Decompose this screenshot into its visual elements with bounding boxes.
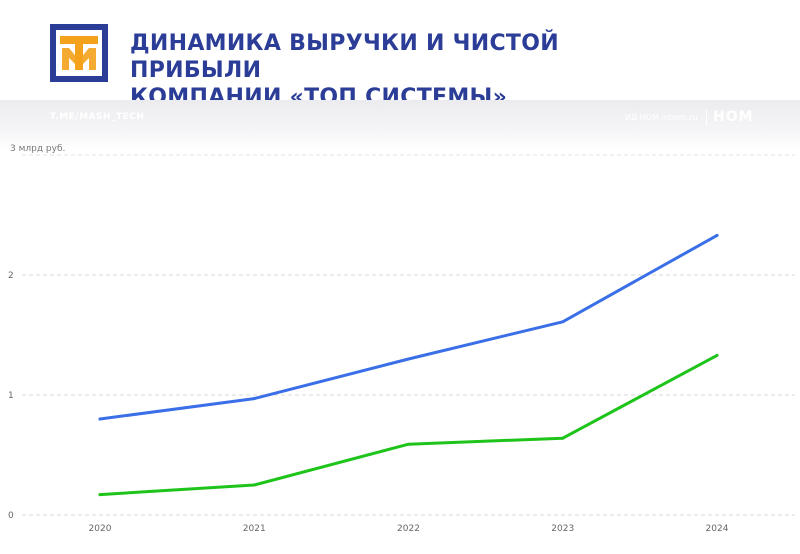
x-tick-label: 2021: [243, 524, 266, 534]
company-logo: [50, 24, 108, 82]
data-point: [98, 493, 102, 497]
x-tick-label: 2024: [706, 524, 729, 534]
x-tick-label: 2023: [551, 524, 574, 534]
data-point: [252, 397, 256, 401]
header: ДИНАМИКА ВЫРУЧКИ И ЧИСТОЙ ПРИБЫЛИ КОМПАН…: [0, 0, 800, 110]
tm-logo-icon: [60, 36, 98, 70]
subheader-band: [0, 100, 800, 150]
data-point: [407, 357, 410, 361]
data-point: [715, 233, 719, 237]
data-point: [98, 417, 102, 421]
brand-logo: НОМ: [713, 109, 754, 125]
logo-frame: [56, 30, 102, 76]
data-point: [407, 442, 410, 446]
x-tick-label: 2022: [397, 524, 420, 534]
x-tick-label: 2020: [89, 524, 112, 534]
series-line-1: [98, 233, 719, 421]
divider: [706, 110, 707, 126]
data-point: [252, 483, 256, 487]
channel-link[interactable]: T.ME/MASH_TECH: [50, 112, 145, 122]
title-line-1: ДИНАМИКА ВЫРУЧКИ И ЧИСТОЙ ПРИБЫЛИ: [130, 31, 559, 83]
y-tick-label: 0: [8, 511, 14, 521]
data-point: [561, 320, 565, 324]
series-line-2: [98, 353, 719, 497]
data-point: [561, 436, 565, 440]
y-tick-label: 1: [8, 391, 14, 401]
y-axis-unit-label: 3 млрд руб.: [10, 144, 66, 154]
y-tick-label: 2: [8, 271, 14, 281]
data-point: [715, 353, 719, 357]
source-label: ИД НОМ inbom.ru: [625, 113, 698, 122]
